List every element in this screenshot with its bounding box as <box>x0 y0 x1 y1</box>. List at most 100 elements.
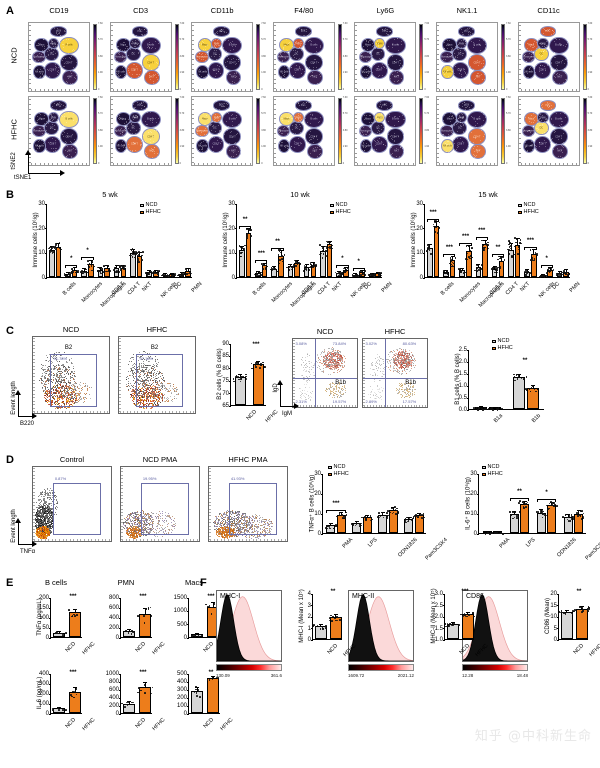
colorbar-F480-ncd <box>338 24 342 90</box>
tick <box>78 89 79 91</box>
tsne-point <box>135 117 136 118</box>
panel-b-chart-5wk: 0 10 20 30 B cells Monocytes Macrophages CD8 TC… <box>22 190 198 318</box>
tsne-point <box>42 74 43 75</box>
tick <box>241 89 242 91</box>
tick <box>437 64 439 65</box>
tsne-point <box>281 113 282 114</box>
tsne-point <box>46 148 47 149</box>
tsne-cluster: B cells <box>467 111 487 129</box>
tsne-cluster-label: CD4 T <box>555 61 562 64</box>
tsne-point <box>227 56 228 57</box>
data-point <box>470 255 472 257</box>
data-point <box>352 276 354 278</box>
tsne-point <box>78 124 79 125</box>
tsne-point <box>63 126 64 127</box>
tsne-cluster-group: pDC B cells Macs Monocytes DC CD4 T CD8 T NK ce… <box>276 25 332 89</box>
tsne-point <box>543 51 544 52</box>
tsne-point <box>445 143 446 144</box>
tsne-point <box>461 47 462 48</box>
data-point <box>108 269 110 271</box>
tsne-point <box>203 71 204 72</box>
tick <box>74 89 75 91</box>
tsne-point <box>389 116 390 117</box>
tick <box>437 40 439 41</box>
tick <box>29 83 31 84</box>
tsne-point <box>400 147 401 148</box>
tsne-point <box>66 45 67 46</box>
tsne-point <box>197 136 198 137</box>
data-point <box>319 244 321 246</box>
tsne-point <box>125 147 126 148</box>
tsne-point <box>527 151 528 152</box>
panel-a-marker-title-6: CD11c <box>518 6 580 15</box>
tsne-point <box>142 147 143 148</box>
tick <box>355 99 357 100</box>
flow-gate-name: B2 <box>65 345 72 351</box>
tsne-point <box>58 150 59 151</box>
tsne-point <box>526 61 527 62</box>
tsne-cluster: CD4 T <box>468 128 486 145</box>
tsne-point <box>145 53 146 54</box>
tsne-y-ticks <box>355 99 358 163</box>
tsne-point <box>539 71 540 72</box>
tsne-point <box>56 148 57 149</box>
tsne-point <box>319 121 320 122</box>
tsne-point <box>209 131 210 132</box>
tsne-point <box>465 107 466 108</box>
tsne-point <box>126 46 127 47</box>
tsne-point <box>543 28 544 29</box>
tsne-point <box>302 69 303 70</box>
tsne-point <box>551 131 552 132</box>
tsne-point <box>139 58 140 59</box>
tsne-point <box>200 135 201 136</box>
x-tick-label-0: B cells <box>62 281 78 297</box>
tick <box>138 163 139 165</box>
tsne-point <box>377 140 378 141</box>
tsne-point <box>147 47 148 48</box>
tsne-point <box>547 132 548 133</box>
tsne-cluster: CD8 T <box>452 136 469 153</box>
tick <box>370 89 371 91</box>
tsne-point <box>552 138 553 139</box>
tsne-point <box>304 35 305 36</box>
tsne-point <box>298 113 299 114</box>
tsne-point <box>380 102 381 103</box>
tsne-point <box>298 109 299 110</box>
tsne-point <box>547 130 548 131</box>
tsne-point <box>117 46 118 47</box>
tsne-point <box>449 40 450 41</box>
tsne-point <box>537 128 538 129</box>
tsne-point <box>363 147 364 148</box>
tsne-point <box>299 124 300 125</box>
tick <box>159 163 160 165</box>
tsne-point <box>235 64 236 65</box>
tick <box>576 89 577 91</box>
tsne-cluster-label: B cells <box>310 118 317 121</box>
tsne-point <box>394 133 395 134</box>
tsne-point <box>481 112 482 113</box>
tsne-point <box>368 61 369 62</box>
x-tick-label-0: B cells <box>252 281 268 297</box>
tsne-point <box>56 105 57 106</box>
tsne-point <box>215 39 216 40</box>
data-point <box>124 265 126 267</box>
tsne-point <box>34 75 35 76</box>
tick <box>78 163 79 165</box>
tsne-point <box>370 40 371 41</box>
tsne-point <box>227 109 228 110</box>
x-tick-label-5: NKT <box>519 281 531 293</box>
tick <box>437 133 439 134</box>
tsne-point <box>57 119 58 120</box>
tsne-x-ticks <box>357 162 413 165</box>
tsne-point <box>236 76 237 77</box>
tick <box>111 109 113 110</box>
tsne-point <box>37 122 38 123</box>
tsne-point <box>483 136 484 137</box>
tsne-point <box>62 60 63 61</box>
tsne-point <box>376 116 377 117</box>
tick <box>111 69 113 70</box>
tsne-point <box>532 47 533 48</box>
tsne-point <box>38 45 39 46</box>
colorbar-tick-label: 0 <box>98 89 99 91</box>
tsne-point <box>307 67 308 68</box>
